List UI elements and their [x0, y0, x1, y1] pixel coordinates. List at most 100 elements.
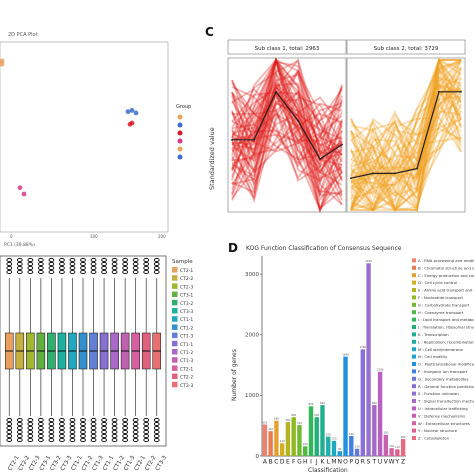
trend-profile-0-17	[231, 85, 343, 166]
box-outlier-bot-6-1	[69, 421, 76, 427]
trend-chart: C Standardized value Sub class 1, total:…	[205, 25, 466, 213]
trend-profile-1-15	[350, 88, 462, 179]
box-outlier-top-4-2	[48, 265, 55, 271]
boxplot-chart: Sample CT2-1CT2-1CT2-2CT2-2CT2-3CT2-3CT3…	[0, 255, 193, 472]
box-outlier-top-12-0	[132, 257, 139, 263]
pca-panel: 2D PCA Plot 0 100 200 PC1 (39.88%) Group	[0, 0, 200, 250]
trend-profile-0-47	[231, 60, 343, 183]
pca-plot-frame	[0, 41, 169, 233]
kog-bar-Z	[400, 439, 406, 456]
box-outlier-top-1-1	[16, 261, 23, 267]
trend-profile-0-41	[231, 58, 343, 206]
trend-profile-0-23	[231, 57, 343, 210]
box-outlier-bot-1-0	[16, 417, 23, 423]
kog-legend-label-2: C : Energy production and conversion	[418, 273, 474, 278]
trend-profile-1-38	[350, 60, 462, 208]
kog-bar-value-S: 3180	[365, 259, 372, 263]
kog-xtick-W: W	[389, 459, 395, 466]
box-outlier-bot-4-0	[48, 417, 55, 423]
kog-legend-key-17	[412, 384, 416, 389]
trend-mean-point-0-3	[297, 119, 299, 122]
kog-legend-label-14: O : Posttranslational modification	[418, 362, 474, 367]
box-legend-label-1: CT2-2	[180, 276, 193, 282]
kog-xtick-O: O	[343, 459, 348, 466]
kog-legend-label-8: I : Lipid transport and metabolism	[418, 317, 474, 322]
trend-profile-0-38	[231, 111, 343, 165]
kog-xtick-Z: Z	[401, 459, 405, 466]
box-outlier-bot-3-5	[37, 437, 44, 443]
kog-xtick-Q: Q	[355, 459, 360, 466]
kog-legend-label-22: W : Extracellular structures	[418, 421, 470, 426]
trend-profile-1-6	[350, 90, 462, 200]
pca-legend-key-4	[177, 146, 183, 152]
trend-profile-1-50	[350, 59, 462, 211]
kog-legend-label-12: M : Cell wall/membrane	[418, 347, 464, 352]
box-outlier-top-13-3	[143, 269, 150, 275]
kog-legend-key-8	[412, 317, 416, 322]
trend-profile-1-43	[350, 118, 462, 211]
box-outlier-top-14-0	[153, 257, 160, 263]
box-outlier-top-0-1	[6, 261, 13, 267]
box-outlier-bot-8-5	[90, 437, 97, 443]
box-outlier-bot-10-1	[111, 421, 118, 427]
box-outlier-top-12-3	[132, 269, 139, 275]
kog-legend-label-23: Y : Nuclear structure	[418, 428, 458, 433]
kog-bar-value-Z: 280	[401, 435, 406, 439]
trend-profile-0-6	[231, 81, 343, 162]
trend-profile-0-18	[231, 96, 343, 187]
trend-profile-0-7	[231, 57, 343, 213]
kog-bar-value-O: 1640	[342, 352, 349, 356]
pca-point-0-1	[0, 61, 5, 67]
kog-legend-key-4	[412, 288, 416, 292]
trend-profile-0-1	[231, 71, 343, 180]
box-legend-key-10	[172, 349, 178, 355]
kog-bar-value-A: 520	[262, 420, 267, 424]
kog-legend-key-24	[412, 436, 416, 440]
box-outlier-top-11-2	[122, 265, 129, 271]
kog-legend-label-5: F : Nucleotide transport	[418, 295, 463, 300]
kog-bar-value-N: 80	[338, 447, 342, 451]
kog-panel: D KOG Function Classification of Consens…	[200, 236, 474, 474]
trend-profile-1-4	[350, 80, 462, 212]
kog-bar-W	[389, 448, 394, 456]
kog-legend-key-21	[412, 413, 416, 418]
box-outlier-bot-2-4	[27, 433, 34, 439]
trend-profile-1-56	[350, 77, 462, 198]
box-legend-label-14: CT3-3	[180, 383, 193, 389]
kog-legend-label-10: K : Transcription	[418, 332, 449, 337]
box-legend-label-5: CT3-3	[180, 309, 193, 315]
trend-profile-0-13	[231, 87, 343, 175]
box-outlier-top-9-2	[101, 265, 107, 271]
box-outlier-top-0-0	[6, 257, 13, 263]
kog-legend-label-24: Z : Cytoskeleton	[418, 436, 450, 441]
box-outlier-bot-2-1	[27, 421, 34, 427]
trend-mean-point-1-5	[460, 90, 462, 93]
trend-profile-0-52	[231, 82, 343, 165]
kog-bar-E	[285, 422, 291, 456]
box-outlier-bot-6-2	[69, 425, 76, 431]
trend-profile-1-22	[350, 75, 462, 206]
pca-legend-key-1	[177, 122, 183, 128]
trend-profile-0-8	[231, 91, 343, 158]
box-outlier-bot-9-5	[101, 437, 107, 443]
kog-legend-key-13	[412, 354, 416, 359]
pca-point-1-0	[125, 109, 131, 115]
trend-profile-1-2	[350, 62, 462, 212]
box-outlier-top-6-0	[69, 257, 76, 263]
kog-xtick-R: R	[361, 459, 365, 466]
box-outlier-bot-2-2	[27, 425, 34, 431]
box-legend-key-8	[172, 332, 178, 339]
box-legend-label-4: CT3-2	[180, 301, 193, 307]
box-outlier-bot-0-3	[6, 429, 13, 435]
kog-bar-C	[274, 420, 279, 456]
box-outlier-top-10-2	[111, 265, 118, 271]
box-outlier-top-7-0	[80, 257, 86, 263]
kog-bar-value-F: 640	[291, 413, 296, 417]
kog-legend-key-6	[412, 302, 416, 307]
trend-title-0: Sub class 1, total: 2963	[255, 46, 320, 52]
kog-legend-label-17: R : General function prediction only	[418, 384, 474, 389]
kog-bar-value-E: 560	[285, 418, 290, 422]
box-outlier-bot-5-1	[59, 421, 65, 427]
box-outlier-top-7-1	[80, 261, 86, 267]
kog-xtick-K: K	[321, 459, 326, 466]
